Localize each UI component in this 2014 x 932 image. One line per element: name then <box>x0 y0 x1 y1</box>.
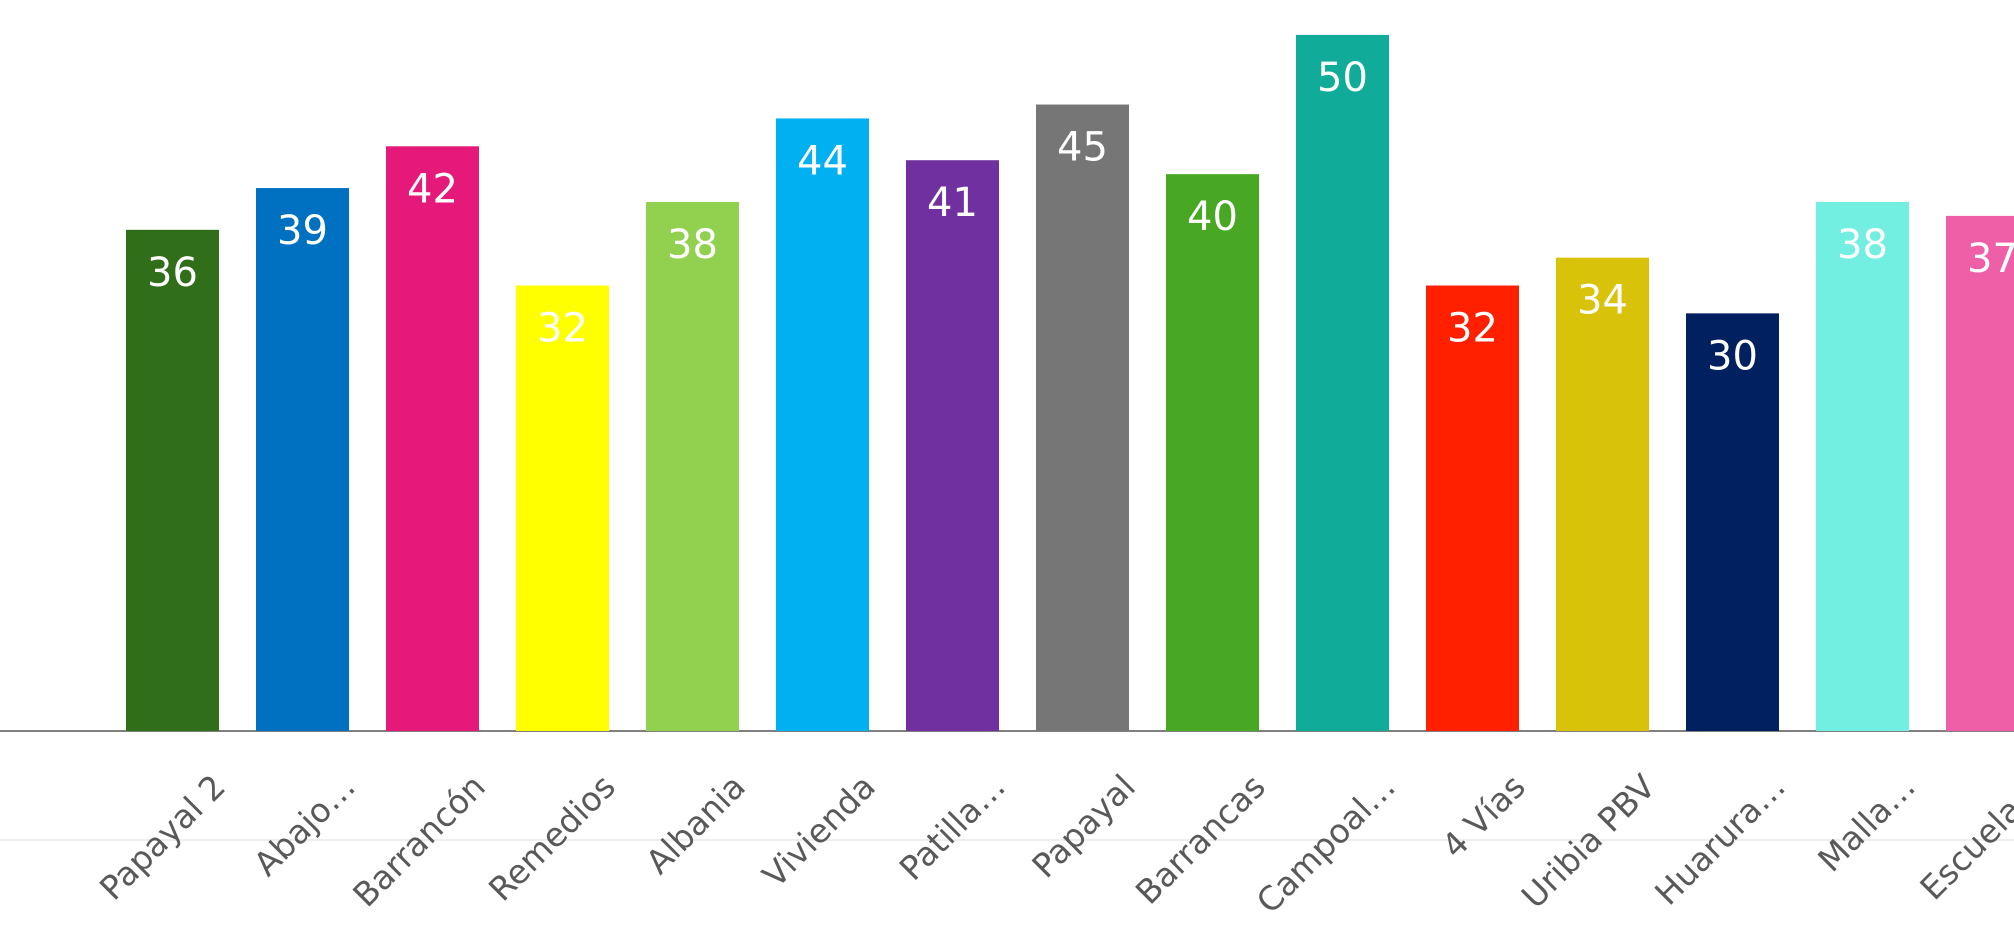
bar-4 <box>516 285 609 731</box>
bar-14 <box>1816 201 1909 731</box>
category-label-7: Patilla… <box>892 767 1013 888</box>
data-label-6: 44 <box>797 138 848 184</box>
bar-7 <box>906 160 999 731</box>
category-label-10: Campoal… <box>1249 767 1403 921</box>
bar-10 <box>1296 34 1389 731</box>
bar-3 <box>386 146 479 731</box>
category-label-15: Escuela… <box>1912 767 2014 908</box>
data-label-13: 30 <box>1707 333 1758 379</box>
category-label-6: Vivienda <box>755 767 883 895</box>
data-label-8: 45 <box>1057 125 1108 171</box>
data-label-15: 37 <box>1967 236 2014 282</box>
category-label-2: Abajo… <box>246 767 363 884</box>
data-label-10: 50 <box>1317 55 1368 101</box>
category-label-5: Albania <box>638 767 753 882</box>
data-label-3: 42 <box>407 166 458 212</box>
data-label-14: 38 <box>1837 222 1888 268</box>
bar-15 <box>1946 215 2014 731</box>
data-label-12: 34 <box>1577 278 1628 324</box>
data-label-9: 40 <box>1187 194 1238 240</box>
data-label-7: 41 <box>927 180 978 226</box>
bar-2 <box>256 188 349 731</box>
bar-9 <box>1166 174 1259 731</box>
data-label-11: 32 <box>1447 306 1498 352</box>
data-label-4: 32 <box>537 306 588 352</box>
category-label-11: 4 Vías <box>1434 767 1533 866</box>
data-label-5: 38 <box>667 222 718 268</box>
bar-11 <box>1426 285 1519 731</box>
bar-5 <box>646 201 739 731</box>
bars-group <box>126 34 2014 731</box>
bar-13 <box>1686 313 1779 731</box>
category-label-1: Papayal 2 <box>92 767 233 908</box>
category-label-12: Uribia PBV <box>1514 767 1663 916</box>
value-labels-group: 36 39 42 32 38 44 41 45 40 50 32 34 30 38 37 <box>147 55 2014 379</box>
category-label-4: Remedios <box>481 767 623 909</box>
category-label-8: Papayal <box>1024 767 1143 886</box>
bar-12 <box>1556 257 1649 731</box>
category-label-14: Malla… <box>1810 767 1923 880</box>
data-label-1: 36 <box>147 250 198 296</box>
bar-1 <box>126 229 219 731</box>
bar-8 <box>1036 104 1129 731</box>
bar-6 <box>776 118 869 731</box>
data-label-2: 39 <box>277 208 328 254</box>
